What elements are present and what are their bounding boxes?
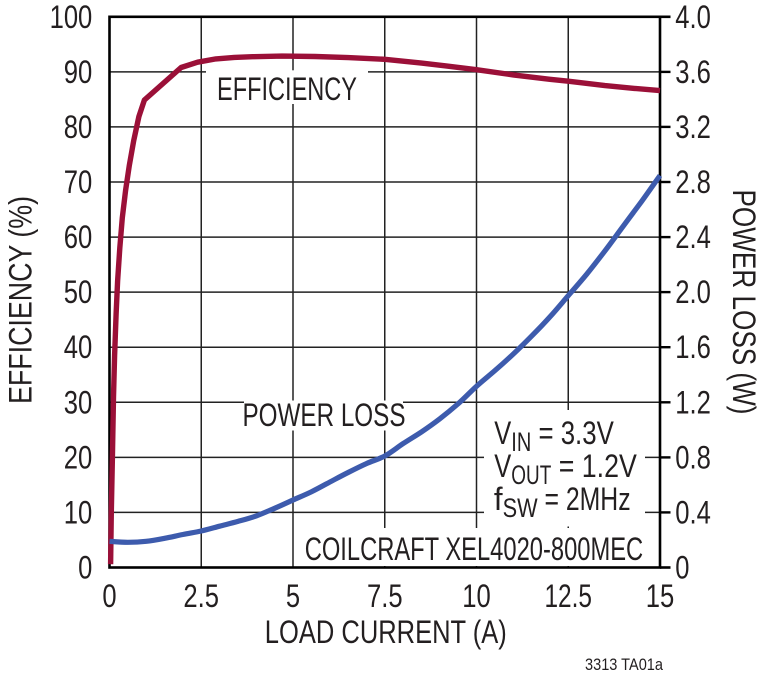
svg-text:40: 40 xyxy=(64,329,93,365)
svg-text:12.5: 12.5 xyxy=(544,578,592,614)
svg-text:80: 80 xyxy=(64,109,93,145)
svg-text:100: 100 xyxy=(50,0,93,35)
svg-text:0: 0 xyxy=(78,550,92,586)
svg-text:COILCRAFT XEL4020-800MEC: COILCRAFT XEL4020-800MEC xyxy=(305,531,644,567)
svg-text:1.2: 1.2 xyxy=(675,384,711,420)
svg-text:0: 0 xyxy=(675,550,689,586)
svg-text:3.6: 3.6 xyxy=(675,54,711,90)
svg-text:VIN = 3.3V: VIN = 3.3V xyxy=(494,415,614,457)
svg-text:3313 TA01a: 3313 TA01a xyxy=(585,655,663,674)
svg-text:0.4: 0.4 xyxy=(675,494,711,530)
svg-text:90: 90 xyxy=(64,54,93,90)
svg-text:POWER LOSS (W): POWER LOSS (W) xyxy=(726,190,760,415)
svg-text:2.4: 2.4 xyxy=(675,219,711,255)
svg-text:50: 50 xyxy=(64,274,93,310)
svg-text:fSW = 2MHz: fSW = 2MHz xyxy=(494,481,631,523)
svg-text:POWER LOSS: POWER LOSS xyxy=(243,397,406,433)
svg-text:7.5: 7.5 xyxy=(367,578,403,614)
svg-text:0.8: 0.8 xyxy=(675,439,711,475)
svg-text:0: 0 xyxy=(102,578,116,614)
svg-text:70: 70 xyxy=(64,164,93,200)
svg-text:VOUT = 1.2V: VOUT = 1.2V xyxy=(494,448,637,490)
svg-text:10: 10 xyxy=(462,578,491,614)
svg-text:2.0: 2.0 xyxy=(675,274,711,310)
svg-text:20: 20 xyxy=(64,439,93,475)
svg-text:EFFICIENCY: EFFICIENCY xyxy=(217,71,357,107)
svg-text:15: 15 xyxy=(646,578,675,614)
svg-text:2.5: 2.5 xyxy=(183,578,219,614)
svg-text:2.8: 2.8 xyxy=(675,164,711,200)
svg-text:5: 5 xyxy=(286,578,300,614)
svg-text:4.0: 4.0 xyxy=(675,0,711,35)
svg-text:3.2: 3.2 xyxy=(675,109,711,145)
svg-text:LOAD CURRENT (A): LOAD CURRENT (A) xyxy=(265,614,507,650)
svg-text:EFFICIENCY (%): EFFICIENCY (%) xyxy=(3,196,39,404)
svg-text:10: 10 xyxy=(64,494,93,530)
svg-text:30: 30 xyxy=(64,384,93,420)
svg-text:1.6: 1.6 xyxy=(675,329,711,365)
svg-text:60: 60 xyxy=(64,219,93,255)
